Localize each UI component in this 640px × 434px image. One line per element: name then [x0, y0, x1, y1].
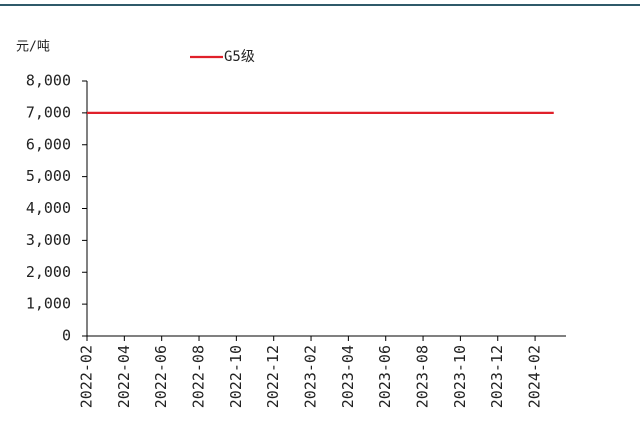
- y-tick-label: 7,000: [26, 103, 71, 121]
- x-tick-label: 2023-04: [339, 345, 357, 408]
- x-tick-label: 2022-10: [227, 345, 245, 408]
- y-tick-label: 1,000: [26, 295, 71, 313]
- y-unit: 元/吨: [16, 40, 50, 55]
- y-tick-label: 8,000: [26, 72, 71, 90]
- x-tick-label: 2022-12: [264, 345, 282, 408]
- y-tick-label: 2,000: [26, 263, 71, 281]
- x-tick-label: 2023-06: [376, 345, 394, 408]
- legend-label: G5级: [224, 49, 255, 65]
- x-tick-label: 2023-02: [302, 345, 320, 408]
- x-tick-label: 2022-06: [152, 345, 170, 408]
- x-tick-label: 2022-02: [78, 345, 96, 408]
- y-tick-label: 5,000: [26, 167, 71, 185]
- x-tick-label: 2023-12: [488, 345, 506, 408]
- x-tick-label: 2022-04: [115, 345, 133, 408]
- x-tick-label: 2022-08: [190, 345, 208, 408]
- y-tick-label: 4,000: [26, 199, 71, 217]
- y-tick-label: 0: [62, 327, 71, 345]
- y-tick-label: 3,000: [26, 231, 71, 249]
- x-tick-label: 2024-02: [526, 345, 544, 408]
- x-tick-label: 2023-10: [451, 345, 469, 408]
- y-tick-label: 6,000: [26, 135, 71, 153]
- x-tick-label: 2023-08: [414, 345, 432, 408]
